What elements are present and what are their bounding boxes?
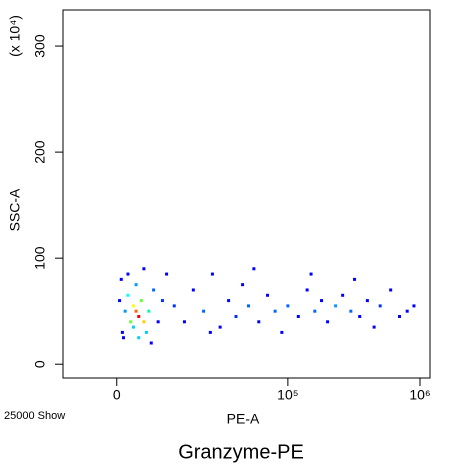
event-dot: [234, 314, 238, 318]
event-dot: [152, 288, 156, 292]
y-multiplier: (x 10⁴): [7, 15, 23, 57]
event-dot: [309, 272, 313, 276]
event-dot: [119, 277, 123, 281]
event-dot: [246, 304, 250, 308]
y-axis-label: SSC-A: [7, 188, 23, 231]
event-dot: [137, 314, 141, 318]
event-dot: [191, 288, 195, 292]
event-dot: [313, 309, 317, 313]
event-dot: [326, 320, 330, 324]
event-dot: [139, 299, 143, 303]
caption: Granzyme-PE: [178, 441, 304, 463]
event-dot: [142, 267, 146, 271]
event-dot: [156, 320, 160, 324]
event-dot: [296, 314, 300, 318]
event-dot: [365, 299, 369, 303]
event-dot: [398, 314, 402, 318]
event-dot: [241, 283, 245, 287]
event-dot: [334, 304, 338, 308]
event-dot: [257, 320, 261, 324]
event-dot: [372, 325, 376, 329]
event-dot: [149, 341, 153, 345]
event-dot: [129, 320, 133, 324]
event-dot: [126, 293, 130, 297]
x-tick-label: 0: [113, 387, 121, 403]
y-tick-label: 100: [32, 246, 48, 270]
event-dot: [126, 272, 130, 276]
x-tick-label: 10⁶: [409, 387, 430, 403]
event-dot: [123, 309, 127, 313]
x-tick-label: 10⁵: [277, 387, 298, 403]
event-dot: [182, 320, 186, 324]
event-dot: [320, 299, 324, 303]
x-axis-label: PE-A: [227, 411, 260, 427]
event-dot: [202, 309, 206, 313]
event-dot: [358, 314, 362, 318]
event-dot: [378, 304, 382, 308]
event-dot: [389, 288, 393, 292]
event-dot: [131, 304, 135, 308]
event-dot: [305, 288, 309, 292]
event-dot: [142, 320, 146, 324]
event-dot: [137, 336, 141, 340]
event-dot: [266, 293, 270, 297]
event-dot: [172, 304, 176, 308]
event-dot: [165, 272, 169, 276]
event-dot: [353, 277, 357, 281]
event-dot: [252, 267, 256, 271]
plot-frame: [62, 9, 431, 379]
event-dot: [120, 330, 124, 334]
event-dot: [134, 309, 138, 313]
event-count: 25000 Show: [4, 410, 65, 422]
event-dot: [131, 325, 135, 329]
event-dot: [280, 330, 284, 334]
event-dot: [208, 330, 212, 334]
event-dot: [349, 309, 353, 313]
event-dot: [273, 309, 277, 313]
y-tick-label: 200: [32, 140, 48, 164]
event-dot: [144, 330, 148, 334]
event-dot: [118, 299, 122, 303]
event-dot: [341, 293, 345, 297]
event-dot: [405, 309, 409, 313]
event-dot: [122, 336, 126, 340]
y-tick-label: 300: [32, 34, 48, 58]
event-dot: [286, 304, 290, 308]
y-tick-label: 0: [32, 360, 48, 368]
event-dot: [218, 325, 222, 329]
event-dot: [160, 299, 164, 303]
event-dot: [210, 272, 214, 276]
event-dot: [412, 304, 416, 308]
event-dot: [227, 299, 231, 303]
event-dot: [147, 309, 151, 313]
event-dot: [134, 283, 138, 287]
